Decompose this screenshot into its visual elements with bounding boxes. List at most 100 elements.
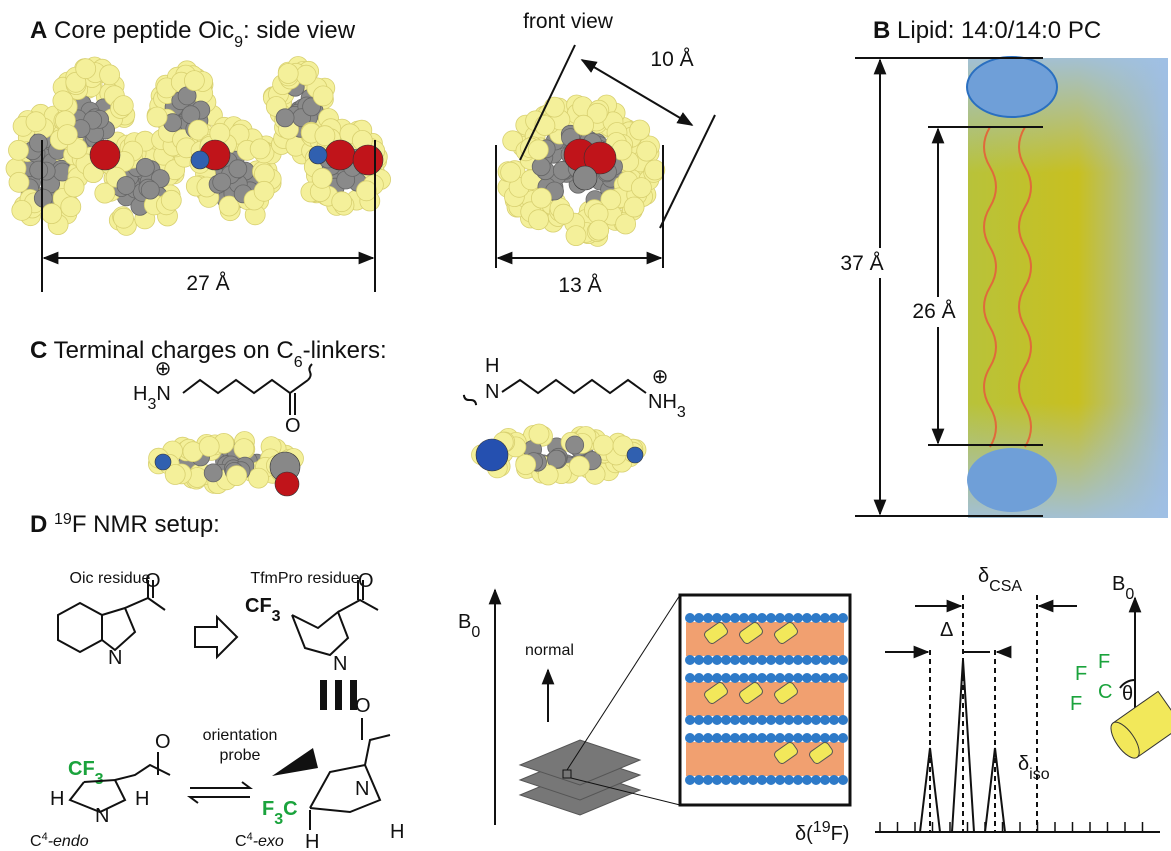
- angle-label: θ: [1122, 683, 1133, 705]
- exo-structure: [310, 718, 390, 830]
- panel-a-title: A Core peptide Oic9: side view: [30, 17, 356, 51]
- iso-label: δiso: [1018, 753, 1050, 783]
- head: [838, 715, 848, 725]
- head: [757, 715, 767, 725]
- atom: [90, 140, 120, 170]
- head: [694, 673, 704, 683]
- head: [694, 613, 704, 623]
- head: [730, 613, 740, 623]
- atom-label: CF3: [68, 758, 104, 788]
- head: [721, 613, 731, 623]
- atom: [589, 220, 609, 240]
- head: [829, 733, 839, 743]
- head: [811, 673, 821, 683]
- atom-label: CF3: [245, 595, 281, 625]
- head: [730, 715, 740, 725]
- head: [739, 613, 749, 623]
- head: [838, 673, 848, 683]
- head: [802, 655, 812, 665]
- head: [811, 775, 821, 785]
- head: [748, 733, 758, 743]
- normal-label: normal: [525, 642, 574, 659]
- panel-d-title: D 19F NMR setup:: [30, 511, 220, 539]
- atom-label: H: [390, 821, 404, 843]
- atom: [114, 208, 134, 228]
- head: [820, 655, 830, 665]
- head: [784, 655, 794, 665]
- atom: [254, 181, 274, 201]
- atom: [531, 188, 551, 208]
- residue-label: TfmPro residue: [250, 570, 359, 587]
- head: [694, 775, 704, 785]
- head: [784, 775, 794, 785]
- head: [703, 733, 713, 743]
- probe-arrow: [272, 748, 318, 776]
- atom: [325, 140, 355, 170]
- head: [757, 655, 767, 665]
- charge: ⊕: [652, 366, 669, 388]
- head: [784, 613, 794, 623]
- atom: [117, 177, 135, 195]
- atom: [529, 424, 549, 444]
- atom: [645, 160, 665, 180]
- panel-c-title: C Terminal charges on C6-linkers:: [30, 337, 387, 371]
- head: [820, 715, 830, 725]
- atom: [569, 456, 589, 476]
- head: [721, 655, 731, 665]
- atom-label: C: [1098, 681, 1112, 703]
- head: [712, 613, 722, 623]
- wavy-bond: [463, 393, 478, 406]
- atom-label: O: [358, 570, 374, 592]
- atom: [9, 140, 29, 160]
- head-group: [967, 57, 1057, 117]
- atom: [147, 107, 167, 127]
- atom: [250, 139, 270, 159]
- atom: [573, 166, 597, 190]
- head: [766, 775, 776, 785]
- head: [685, 775, 695, 785]
- head: [775, 775, 785, 785]
- atom: [532, 158, 550, 176]
- atom: [249, 468, 269, 488]
- head: [811, 733, 821, 743]
- atom: [357, 181, 377, 201]
- atom: [276, 109, 294, 127]
- head: [820, 733, 830, 743]
- head: [793, 613, 803, 623]
- atom: [627, 447, 643, 463]
- field-label: B0: [1112, 573, 1134, 603]
- head: [775, 715, 785, 725]
- atom: [630, 120, 650, 140]
- head: [757, 775, 767, 785]
- head: [721, 715, 731, 725]
- atom: [191, 151, 209, 169]
- atom: [566, 436, 584, 454]
- head: [784, 733, 794, 743]
- head: [748, 613, 758, 623]
- head: [694, 733, 704, 743]
- dimension-label: 13 Å: [558, 274, 601, 297]
- head: [802, 715, 812, 725]
- residue-label: Oic residue: [70, 570, 151, 587]
- atom: [136, 158, 154, 176]
- atom: [30, 161, 48, 179]
- atom-label: NH3: [648, 391, 686, 421]
- head: [712, 715, 722, 725]
- chain: [183, 380, 308, 393]
- head: [766, 715, 776, 725]
- head: [694, 655, 704, 665]
- head: [685, 673, 695, 683]
- atom-label: H: [50, 788, 64, 810]
- atom-label: O: [285, 415, 301, 437]
- head: [829, 715, 839, 725]
- head: [829, 655, 839, 665]
- head: [766, 733, 776, 743]
- head: [802, 775, 812, 785]
- head: [793, 733, 803, 743]
- atom: [501, 162, 521, 182]
- head: [784, 673, 794, 683]
- atom: [30, 134, 48, 152]
- atom: [184, 71, 204, 91]
- head: [820, 613, 830, 623]
- head: [793, 655, 803, 665]
